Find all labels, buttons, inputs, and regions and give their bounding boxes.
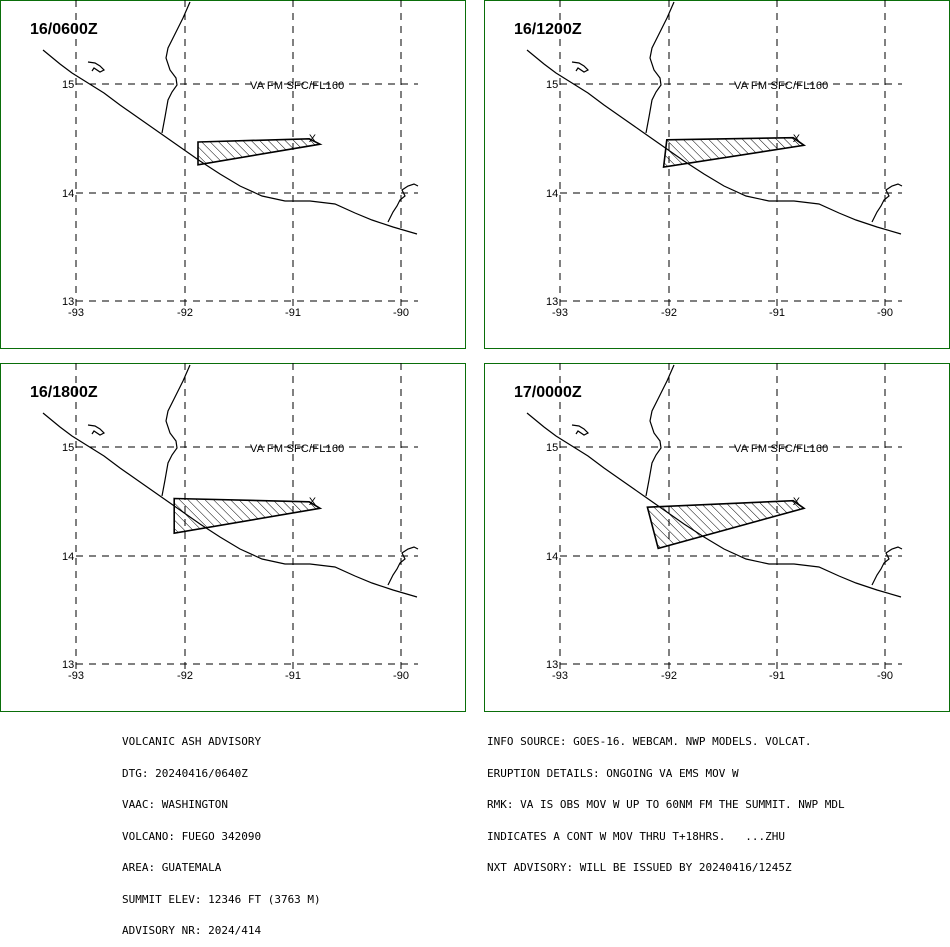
panel-frame bbox=[0, 0, 466, 349]
coastline-path bbox=[571, 61, 590, 73]
ash-cloud-polygon bbox=[662, 136, 807, 168]
advisory-line: VAAC: WASHINGTON bbox=[122, 798, 228, 811]
advisory-line: RMK: VA IS OBS MOV W UP TO 60NM FM THE S… bbox=[487, 798, 845, 811]
volcano-x-marker-icon: X bbox=[309, 496, 317, 508]
longitude-tick-label: -90 bbox=[877, 670, 893, 682]
longitude-tick-label: -91 bbox=[285, 670, 301, 682]
latitude-tick-label: 15 bbox=[546, 79, 558, 91]
forecast-time-label: 17/0000Z bbox=[514, 384, 582, 401]
longitude-tick-label: -91 bbox=[285, 307, 301, 319]
panel-frame bbox=[484, 0, 950, 349]
ash-cloud-polygon bbox=[646, 499, 806, 550]
advisory-header-block: VOLCANIC ASH ADVISORY DTG: 20240416/0640… bbox=[122, 716, 321, 947]
advisory-line: ADVISORY NR: 2024/414 bbox=[122, 924, 262, 937]
longitude-tick-label: -93 bbox=[552, 670, 568, 682]
coastline-path bbox=[42, 49, 418, 235]
flight-level-label: VA FM SFC/FL160 bbox=[250, 443, 345, 455]
forecast-panel: X 16/1800Z VA FM SFC/FL160 -93 -92 -91 -90 15 14… bbox=[0, 363, 466, 712]
latitude-tick-label: 13 bbox=[546, 296, 558, 308]
coastline-path bbox=[161, 1, 191, 134]
longitude-tick-label: -91 bbox=[769, 670, 785, 682]
advisory-line: VOLCANIC ASH ADVISORY bbox=[122, 735, 262, 748]
forecast-map: X 16/0600Z VA FM SFC/FL160 -93 -92 -91 -90 15 14… bbox=[0, 0, 466, 349]
latitude-tick-label: 14 bbox=[546, 551, 558, 563]
advisory-line: ERUPTION DETAILS: ONGOING VA EMS MOV W bbox=[487, 766, 739, 780]
longitude-tick-label: -93 bbox=[552, 307, 568, 319]
longitude-tick-label: -90 bbox=[877, 307, 893, 319]
forecast-time-label: 16/1200Z bbox=[514, 21, 582, 38]
coastline-path bbox=[87, 424, 106, 436]
panel-frame bbox=[0, 363, 466, 712]
forecast-panel: X 17/0000Z VA FM SFC/FL160 -93 -92 -91 -90 15 14… bbox=[484, 363, 950, 712]
latitude-tick-label: 15 bbox=[62, 442, 74, 454]
coastline-path bbox=[387, 183, 419, 223]
advisory-line: SUMMIT ELEV: 12346 FT (3763 M) bbox=[122, 892, 321, 906]
longitude-tick-label: -92 bbox=[661, 670, 677, 682]
longitude-tick-label: -90 bbox=[393, 307, 409, 319]
advisory-line: INFO SOURCE: GOES-16. WEBCAM. NWP MODELS… bbox=[487, 735, 812, 748]
volcano-x-marker-icon: X bbox=[309, 133, 317, 145]
longitude-tick-label: -93 bbox=[68, 670, 84, 682]
latitude-tick-label: 13 bbox=[62, 659, 74, 671]
forecast-map: X 16/1800Z VA FM SFC/FL160 -93 -92 -91 -90 15 14… bbox=[0, 363, 466, 712]
coastline-path bbox=[387, 546, 419, 586]
advisory-line: DTG: 20240416/0640Z bbox=[122, 766, 248, 780]
latitude-tick-label: 14 bbox=[62, 188, 74, 200]
forecast-time-label: 16/1800Z bbox=[30, 384, 98, 401]
coastline-path bbox=[571, 424, 590, 436]
forecast-panel: X 16/1200Z VA FM SFC/FL160 -93 -92 -91 -90 15 14… bbox=[484, 0, 950, 349]
forecast-map: X 17/0000Z VA FM SFC/FL160 -93 -92 -91 -90 15 14… bbox=[484, 363, 950, 712]
advisory-line: NXT ADVISORY: WILL BE ISSUED BY 20240416… bbox=[487, 861, 792, 874]
coastline-path bbox=[871, 183, 903, 223]
flight-level-label: VA FM SFC/FL160 bbox=[250, 80, 345, 92]
volcano-x-marker-icon: X bbox=[793, 496, 801, 508]
ash-cloud-polygon bbox=[197, 137, 323, 166]
latitude-tick-label: 13 bbox=[546, 659, 558, 671]
latitude-tick-label: 15 bbox=[62, 79, 74, 91]
advisory-line: VOLCANO: FUEGO 342090 bbox=[122, 829, 262, 843]
ash-cloud-polygon bbox=[173, 497, 323, 535]
advisory-line: INDICATES A CONT W MOV THRU T+18HRS. ...… bbox=[487, 829, 786, 843]
flight-level-label: VA FM SFC/FL160 bbox=[734, 80, 829, 92]
coastline-path bbox=[87, 61, 106, 73]
volcano-x-marker-icon: X bbox=[793, 133, 801, 145]
latitude-tick-label: 13 bbox=[62, 296, 74, 308]
forecast-map: X 16/1200Z VA FM SFC/FL160 -93 -92 -91 -90 15 14… bbox=[484, 0, 950, 349]
coastline-path bbox=[871, 546, 903, 586]
longitude-tick-label: -92 bbox=[661, 307, 677, 319]
coastline-path bbox=[161, 364, 191, 497]
panel-frame bbox=[484, 363, 950, 712]
latitude-tick-label: 14 bbox=[62, 551, 74, 563]
coastline-path bbox=[645, 364, 675, 497]
longitude-tick-label: -92 bbox=[177, 670, 193, 682]
longitude-tick-label: -92 bbox=[177, 307, 193, 319]
coastline-path bbox=[42, 412, 418, 598]
latitude-tick-label: 15 bbox=[546, 442, 558, 454]
longitude-tick-label: -93 bbox=[68, 307, 84, 319]
latitude-tick-label: 14 bbox=[546, 188, 558, 200]
flight-level-label: VA FM SFC/FL160 bbox=[734, 443, 829, 455]
advisory-line: AREA: GUATEMALA bbox=[122, 861, 222, 874]
coastline-path bbox=[526, 49, 902, 235]
longitude-tick-label: -90 bbox=[393, 670, 409, 682]
advisory-details-block: INFO SOURCE: GOES-16. WEBCAM. NWP MODELS… bbox=[487, 716, 845, 884]
forecast-time-label: 16/0600Z bbox=[30, 21, 98, 38]
forecast-panel: X 16/0600Z VA FM SFC/FL160 -93 -92 -91 -90 15 14… bbox=[0, 0, 466, 349]
coastline-path bbox=[645, 1, 675, 134]
longitude-tick-label: -91 bbox=[769, 307, 785, 319]
